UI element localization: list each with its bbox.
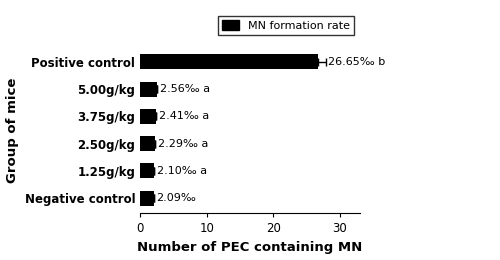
Y-axis label: Group of mice: Group of mice: [6, 77, 19, 183]
Bar: [140, 136, 156, 151]
Bar: [140, 191, 154, 206]
Text: 2.09‰: 2.09‰: [156, 193, 196, 203]
Text: 2.29‰ a: 2.29‰ a: [158, 139, 208, 149]
Bar: [140, 109, 156, 124]
X-axis label: Number of PEC containing MN: Number of PEC containing MN: [138, 241, 362, 254]
Text: 2.56‰ a: 2.56‰ a: [160, 84, 210, 94]
Text: 2.41‰ a: 2.41‰ a: [158, 111, 209, 121]
Bar: [140, 54, 318, 69]
Text: 26.65‰ b: 26.65‰ b: [328, 57, 386, 67]
Bar: [140, 163, 154, 178]
Text: 2.10‰ a: 2.10‰ a: [156, 166, 207, 176]
Legend: MN formation rate: MN formation rate: [218, 16, 354, 35]
Bar: [140, 82, 157, 97]
